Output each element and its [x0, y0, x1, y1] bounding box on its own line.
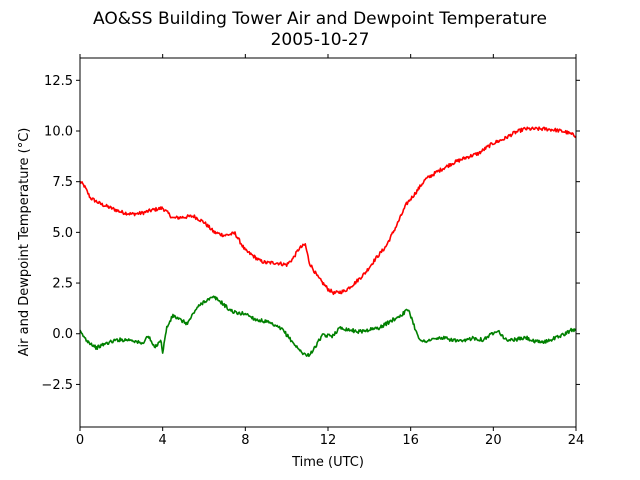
y-tick-label: −2.5 [41, 378, 73, 393]
x-tick-label: 4 [159, 433, 167, 448]
y-tick-label: 5.0 [52, 226, 73, 241]
y-axis: −2.5 0.0 2.5 5.0 7.5 10.0 12.5 [41, 74, 580, 393]
x-tick-label: 16 [402, 433, 419, 448]
y-tick-label: 7.5 [52, 175, 73, 190]
chart-title: AO&SS Building Tower Air and Dewpoint Te… [93, 9, 547, 29]
chart-subtitle: 2005-10-27 [271, 30, 370, 50]
x-tick-label: 20 [485, 433, 502, 448]
plot-frame [79, 57, 577, 428]
x-axis: 0 4 8 12 16 20 24 [76, 54, 584, 448]
y-tick-label: 10.0 [44, 124, 73, 139]
x-tick-label: 8 [241, 433, 249, 448]
x-tick-label: 24 [568, 433, 585, 448]
x-tick-label: 12 [320, 433, 337, 448]
x-axis-label: Time (UTC) [291, 455, 364, 470]
y-axis-label: Air and Dewpoint Temperature (°C) [17, 128, 32, 357]
series-line-0 [79, 126, 577, 296]
series-layer [79, 126, 577, 358]
x-tick-label: 0 [76, 433, 84, 448]
series-line-1 [79, 295, 577, 358]
y-tick-label: 0.0 [52, 327, 73, 342]
y-tick-label: 12.5 [44, 74, 73, 89]
y-tick-label: 2.5 [52, 277, 73, 292]
